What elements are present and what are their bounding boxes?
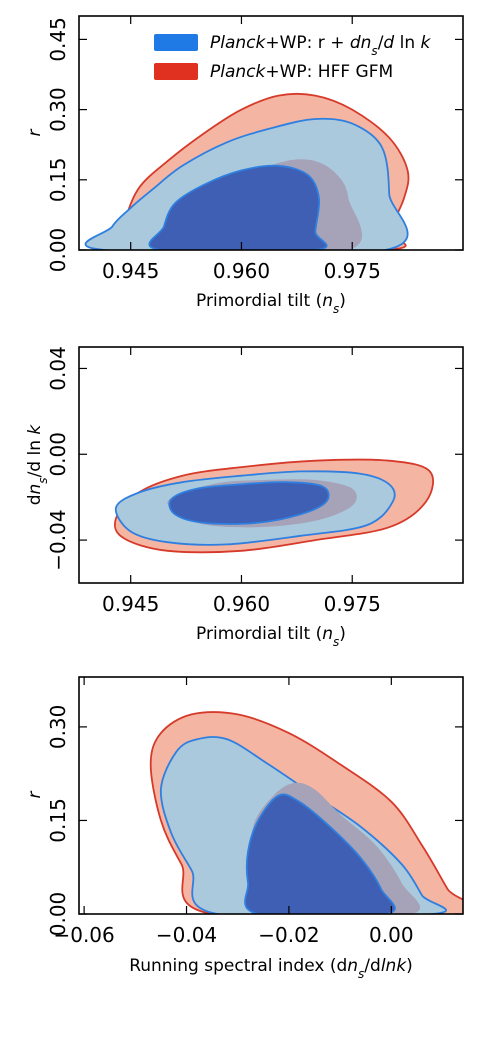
x-tick-label: −0.04 <box>156 923 217 947</box>
x-tick-label: 0.945 <box>102 259 159 283</box>
contour-inner-planck-running <box>244 793 396 914</box>
x-axis-label: Primordial tilt (ns) <box>196 291 346 316</box>
x-tick-label: −0.02 <box>258 923 319 947</box>
y-tick-label: 0.30 <box>46 705 70 750</box>
x-tick-label: 0.960 <box>213 259 270 283</box>
y-tick-label: 0.04 <box>46 346 70 391</box>
x-tick-label: −0.06 <box>53 923 114 947</box>
plot-frame <box>78 676 464 915</box>
y-axis-label: r <box>25 791 45 799</box>
plot-frame <box>78 346 464 584</box>
x-axis-label: Primordial tilt (ns) <box>196 624 346 649</box>
legend-swatch-planck-running <box>154 34 198 51</box>
legend-swatch-hff-gfm <box>154 63 198 80</box>
y-tick-label: 0.00 <box>46 432 70 477</box>
y-tick-label: 0.15 <box>46 158 70 203</box>
x-tick-label: 0.00 <box>369 923 414 947</box>
contour-inner-planck-running <box>168 481 330 525</box>
panel-running-vs-r: −0.06 −0.04 −0.02 0.00 0.00 0.15 0.30 Running … <box>25 676 464 981</box>
x-tick-label: 0.975 <box>324 592 381 616</box>
x-axis-label: Running spectral index (dns/dlnk) <box>129 956 413 981</box>
y-tick-label: −0.04 <box>46 509 70 570</box>
y-axis-label: r <box>25 129 45 137</box>
y-tick-label: 0.00 <box>46 228 70 273</box>
contour-inner-planck-running <box>148 164 328 250</box>
y-axis-label: dns/d ln k <box>25 424 50 506</box>
y-tick-label: 0.00 <box>46 892 70 937</box>
legend: Planck+WP: r + dns/d ln k Planck+WP: HFF… <box>154 33 432 82</box>
y-tick-label: 0.30 <box>46 87 70 132</box>
legend-label-planck-running: Planck+WP: r + dns/d ln k <box>210 33 432 58</box>
x-tick-label: 0.975 <box>324 259 381 283</box>
y-tick-label: 0.15 <box>46 798 70 843</box>
legend-label-hff-gfm: Planck+WP: HFF GFM <box>210 62 393 82</box>
panel-ns-vs-running: 0.945 0.960 0.975 −0.04 0.00 0.04 Primordial … <box>25 346 464 649</box>
y-tick-label: 0.45 <box>46 17 70 62</box>
x-tick-label: 0.945 <box>102 592 159 616</box>
panel-ns-vs-r: 0.945 0.960 0.975 0.00 0.15 0.30 0.45 Primordi… <box>25 15 464 316</box>
x-tick-label: 0.960 <box>213 592 270 616</box>
plot-frame <box>78 15 464 251</box>
